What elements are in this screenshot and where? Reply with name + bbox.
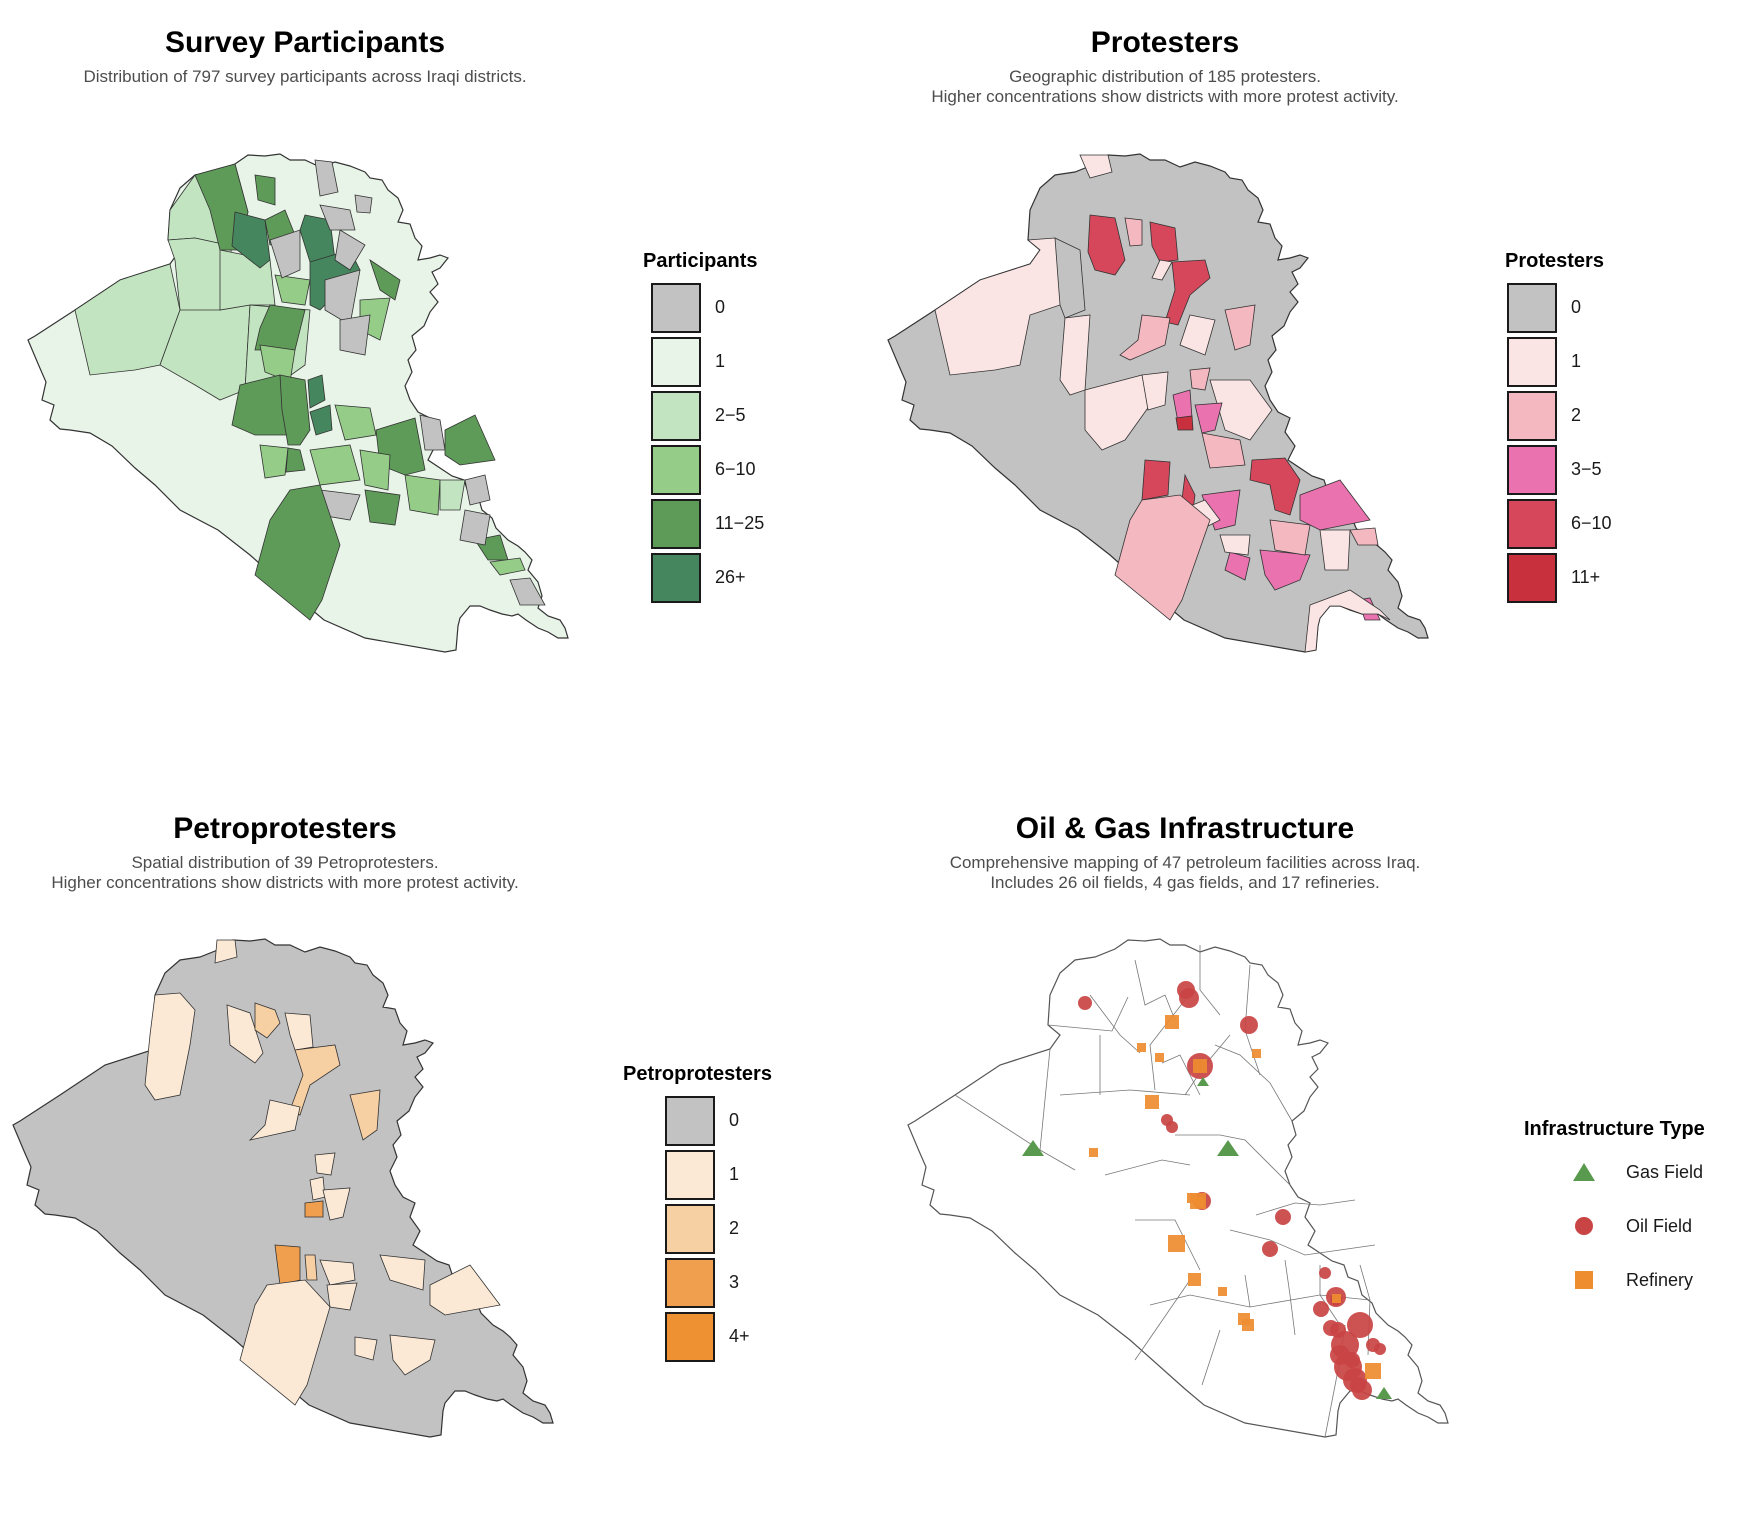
legend-swatch [1507, 445, 1557, 495]
legend-label: 3 [729, 1272, 740, 1292]
choropleth-map-protesters [887, 153, 1429, 653]
refinery-icon [1252, 1049, 1261, 1058]
legend-label: 1 [715, 351, 726, 371]
legend-label: 2 [729, 1218, 740, 1238]
legend-swatch [651, 445, 701, 495]
refinery-markers [1089, 1015, 1381, 1379]
legend-title: Participants [643, 250, 758, 272]
oil-field-icon [1319, 1267, 1331, 1279]
refinery-icon [1165, 1015, 1179, 1029]
oil-field-icon [1275, 1209, 1291, 1225]
gas-field-icon [1197, 1077, 1209, 1086]
panel-subtitle-line-2: Higher concentrations show districts wit… [931, 87, 1399, 106]
legend-swatch [1507, 499, 1557, 549]
panel-title: Oil & Gas Infrastructure [1015, 812, 1355, 845]
legend-swatch [665, 1150, 715, 1200]
refinery-icon [1365, 1363, 1381, 1379]
legend-label: 6−10 [1571, 513, 1612, 533]
choropleth-map-participants [27, 153, 569, 653]
legend-label: Gas Field [1626, 1162, 1704, 1182]
legend-swatch [1507, 553, 1557, 603]
infrastructure-map [907, 938, 1449, 1438]
oil-field-icon [1240, 1016, 1258, 1034]
legend-label: 1 [1571, 351, 1582, 371]
panel-title: Survey Participants [164, 26, 446, 59]
legend-label: Refinery [1626, 1270, 1694, 1290]
choropleth-map-petroprotesters [12, 938, 554, 1438]
legend-swatch [651, 391, 701, 441]
legend-label: 26+ [715, 567, 746, 587]
legend-swatch [665, 1204, 715, 1254]
refinery-icon [1194, 1197, 1204, 1207]
refinery-icon [1575, 1271, 1593, 1289]
legend-swatch [651, 553, 701, 603]
gas-field-icon [1217, 1140, 1239, 1156]
refinery-icon [1188, 1273, 1201, 1286]
legend-swatch [651, 283, 701, 333]
oil-field-icon [1179, 988, 1199, 1008]
legend-label: 2 [1571, 405, 1582, 425]
legend-label: 0 [1571, 297, 1582, 317]
gas-field-icon [1376, 1387, 1392, 1399]
legend-label: 6−10 [715, 459, 756, 479]
legend-label: 0 [715, 297, 726, 317]
refinery-icon [1145, 1095, 1159, 1109]
legend-swatch [1507, 283, 1557, 333]
legend-label: 1 [729, 1164, 740, 1184]
legend-swatch [665, 1096, 715, 1146]
panel-subtitle-line-1: Comprehensive mapping of 47 petroleum fa… [949, 853, 1421, 872]
oil-field-icon [1313, 1301, 1329, 1317]
refinery-icon [1193, 1059, 1207, 1073]
oil-field-icon [1166, 1121, 1178, 1133]
oil-field-icon [1344, 1352, 1360, 1368]
refinery-icon [1155, 1053, 1164, 1062]
oil-field-icon [1350, 1377, 1366, 1393]
legend-swatch [665, 1312, 715, 1362]
refinery-icon [1187, 1193, 1197, 1203]
legend-label: 11+ [1571, 567, 1601, 587]
legend-title: Petroprotesters [623, 1063, 772, 1085]
legend-label: 4+ [729, 1326, 750, 1346]
oil-field-icon [1262, 1241, 1278, 1257]
panel-subtitle: Distribution of 797 survey participants … [83, 67, 527, 86]
refinery-icon [1218, 1287, 1227, 1296]
legend-label: Oil Field [1626, 1216, 1693, 1236]
refinery-icon [1168, 1235, 1185, 1252]
legend-swatch [1507, 337, 1557, 387]
gas-field-icon [1022, 1140, 1044, 1156]
panel-title: Protesters [1090, 26, 1240, 59]
legend-label: 11−25 [715, 513, 765, 533]
panel-subtitle-line-2: Includes 26 oil fields, 4 gas fields, an… [990, 873, 1380, 892]
panel-title: Petroprotesters [173, 812, 397, 845]
panel-subtitle-line-1: Spatial distribution of 39 Petroproteste… [131, 853, 439, 872]
oil-field-icon [1374, 1343, 1386, 1355]
gas-field-markers [1022, 1077, 1392, 1399]
legend-title: Infrastructure Type [1524, 1118, 1705, 1140]
legend-swatch [651, 337, 701, 387]
panel-subtitle-line-2: Higher concentrations show districts wit… [51, 873, 519, 892]
gas-field-icon [1573, 1163, 1595, 1181]
refinery-icon [1137, 1043, 1146, 1052]
legend-swatch [651, 499, 701, 549]
refinery-icon [1332, 1294, 1341, 1303]
legend-swatch [1507, 391, 1557, 441]
legend-label: 2−5 [715, 405, 746, 425]
legend-label: 0 [729, 1110, 740, 1130]
oil-field-icon [1347, 1312, 1373, 1338]
legend-swatch [665, 1258, 715, 1308]
oil-field-icon [1078, 996, 1092, 1010]
refinery-icon [1242, 1319, 1254, 1331]
panel-subtitle-line-1: Geographic distribution of 185 protester… [1009, 67, 1321, 86]
oil-field-icon [1575, 1217, 1593, 1235]
refinery-icon [1089, 1148, 1098, 1157]
legend-label: 3−5 [1571, 459, 1602, 479]
legend-title: Protesters [1505, 250, 1604, 272]
